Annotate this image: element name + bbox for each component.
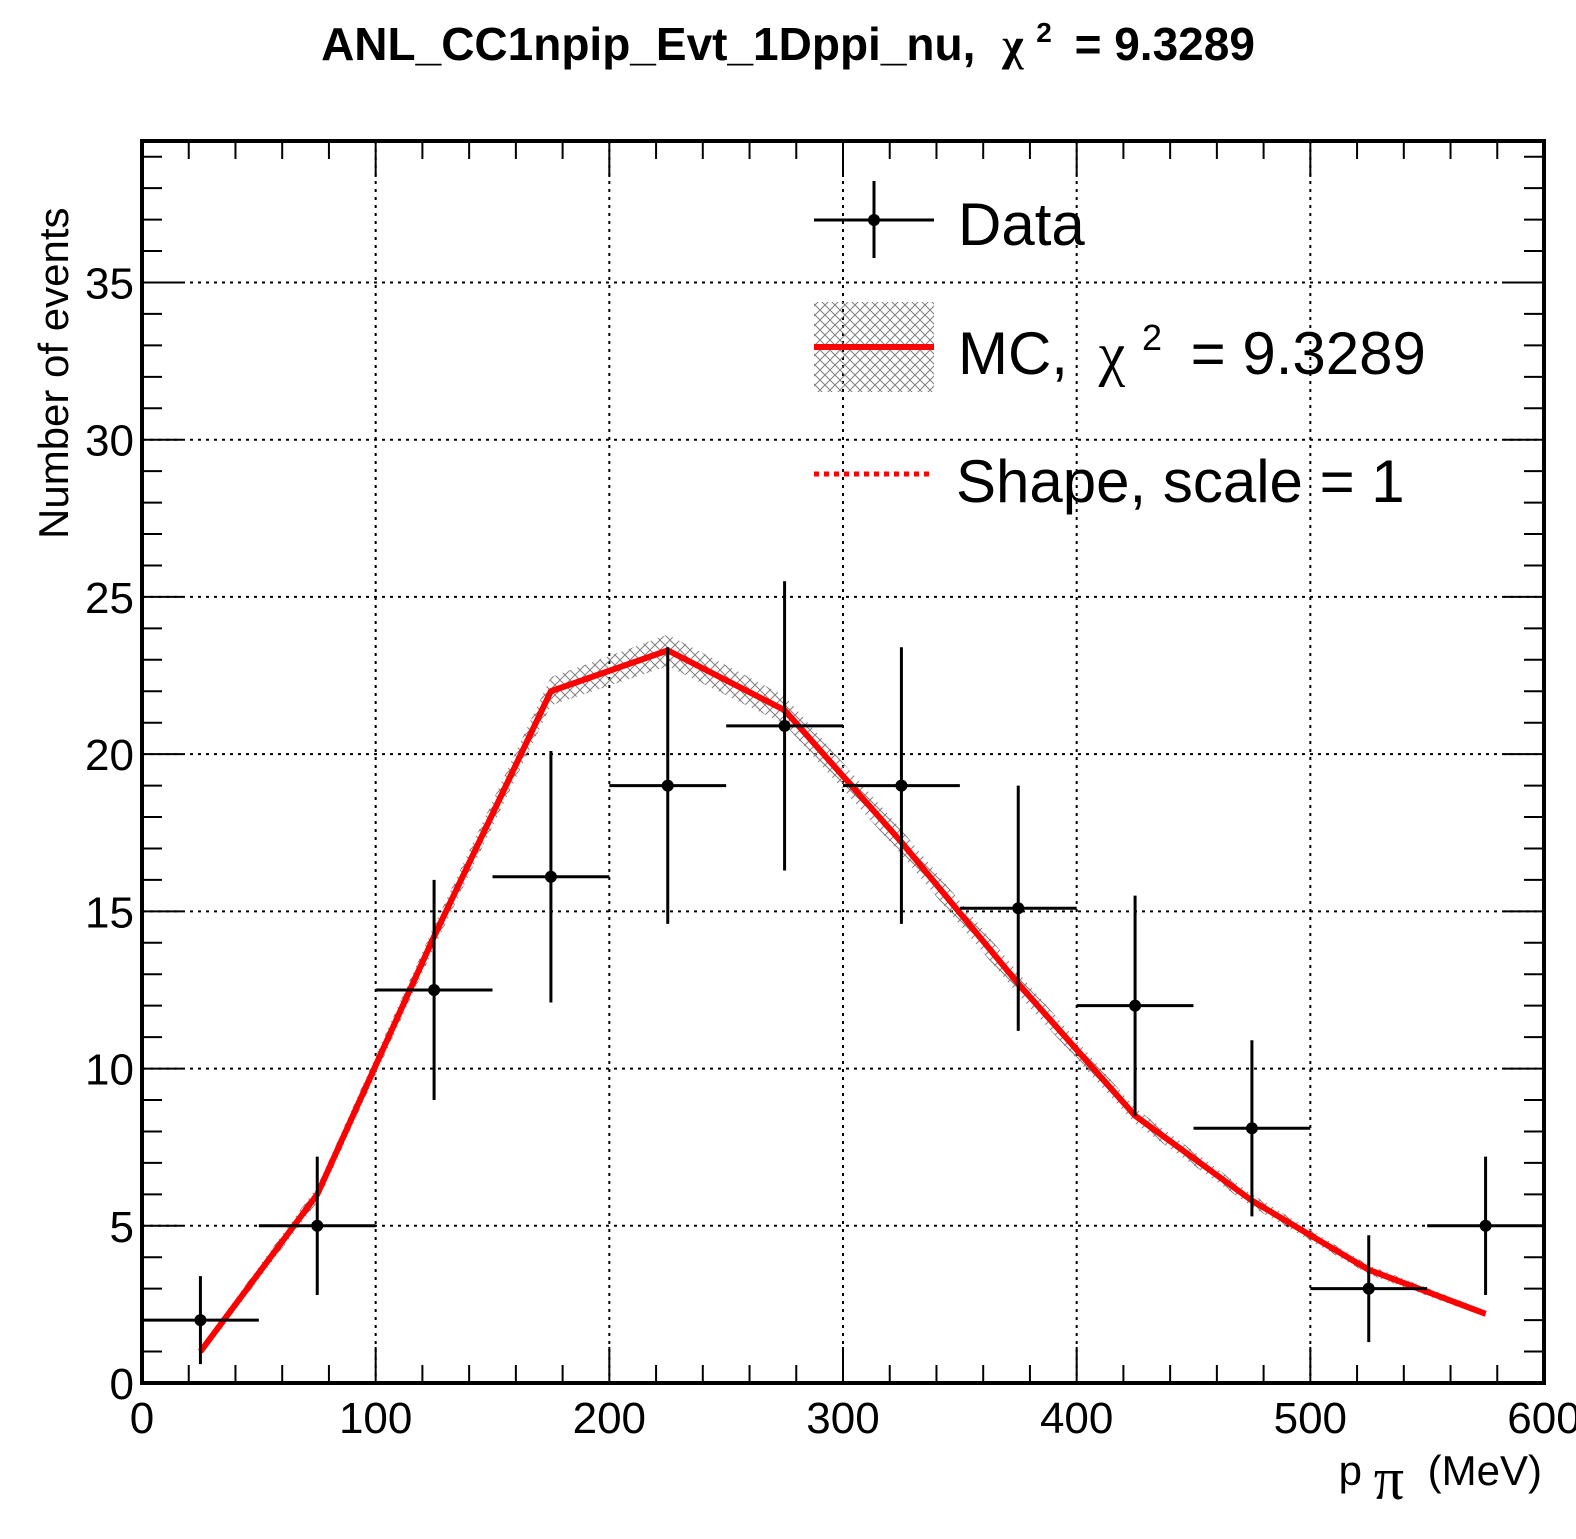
y-tick-label: 15 — [85, 888, 134, 937]
legend: Data MC, χ 2 = 9.3289 Shape, scale = 1 — [814, 181, 1426, 515]
x-tick-label: 100 — [339, 1394, 412, 1443]
y-tick-label: 10 — [85, 1046, 134, 1095]
legend-entry-mc: MC, χ 2 = 9.3289 — [814, 296, 1426, 392]
data-point — [1427, 1156, 1544, 1295]
y-tick-label: 5 — [110, 1203, 134, 1252]
plot-frame — [140, 139, 1546, 1385]
legend-data-marker — [868, 214, 880, 226]
data-marker — [778, 719, 791, 732]
data-point — [375, 879, 493, 1101]
y-tick-label: 25 — [85, 574, 134, 623]
data-marker — [1479, 1219, 1492, 1232]
mc-line-layer — [198, 647, 1487, 1354]
legend-entry-shape: Shape, scale = 1 — [814, 448, 1405, 515]
legend-data-label: Data — [958, 191, 1085, 258]
data-point — [959, 785, 1077, 1031]
title-chi-symbol: χ — [1001, 19, 1024, 70]
data-marker — [311, 1219, 324, 1232]
x-axis-label-sub: π — [1374, 1446, 1404, 1512]
x-tick-label: 400 — [1040, 1394, 1113, 1443]
y-tick-label: 20 — [85, 731, 134, 780]
legend-mc-chi-value: = 9.3289 — [1191, 320, 1426, 387]
chart-title: ANL_CC1npip_Evt_1Dppi_nu, χ 2 = 9.3289 — [321, 0, 1255, 70]
grid-lines — [142, 141, 1544, 1383]
x-axis-label-unit: (MeV) — [1428, 1447, 1542, 1494]
data-point — [726, 581, 843, 871]
legend-mc-chi-power: 2 — [1142, 317, 1162, 358]
y-tick-label: 35 — [85, 259, 134, 308]
tick-labels: 0 100 200 300 400 500 600 0 5 10 15 20 25 30 35 — [85, 259, 1576, 1443]
mc-line — [198, 647, 1487, 1354]
title-name: ANL_CC1npip_Evt_1Dppi_nu, — [321, 18, 975, 70]
x-tick-label: 300 — [806, 1394, 879, 1443]
y-tick-label: 30 — [85, 417, 134, 466]
x-tick-label: 0 — [130, 1394, 154, 1443]
data-point — [1193, 1040, 1311, 1217]
y-axis-label: Number of events — [30, 208, 77, 540]
data-marker — [1245, 1122, 1258, 1135]
data-marker — [895, 779, 908, 792]
x-axis-label-main: p — [1339, 1447, 1362, 1494]
data-marker — [661, 779, 674, 792]
data-marker — [1129, 999, 1142, 1012]
data-marker — [428, 983, 441, 996]
x-axis-label: p π (MeV) — [1339, 1446, 1542, 1512]
data-point — [142, 1276, 259, 1365]
data-point — [609, 647, 727, 924]
data-marker — [544, 870, 557, 883]
x-tick-label: 600 — [1507, 1394, 1576, 1443]
x-tick-label: 500 — [1274, 1394, 1347, 1443]
title-chi-value: = 9.3289 — [1075, 18, 1255, 70]
data-point — [1310, 1235, 1428, 1343]
data-marker — [1362, 1282, 1375, 1295]
legend-mc-text: MC, — [958, 320, 1068, 387]
data-point — [492, 750, 610, 1003]
y-tick-label: 0 — [110, 1360, 134, 1409]
data-points-layer — [142, 581, 1544, 1365]
x-tick-label: 200 — [573, 1394, 646, 1443]
data-marker — [194, 1314, 207, 1327]
legend-mc-label: MC, χ 2 = 9.3289 — [958, 296, 1426, 387]
title-chi-power: 2 — [1036, 17, 1052, 48]
legend-entry-data: Data — [814, 181, 1085, 258]
data-point — [843, 647, 960, 924]
data-point — [1076, 895, 1194, 1116]
data-marker — [1012, 902, 1025, 915]
legend-mc-chi-symbol: χ — [1098, 321, 1126, 387]
data-point — [258, 1156, 376, 1295]
legend-shape-label: Shape, scale = 1 — [956, 448, 1405, 515]
axis-ticks — [141, 141, 1545, 1384]
